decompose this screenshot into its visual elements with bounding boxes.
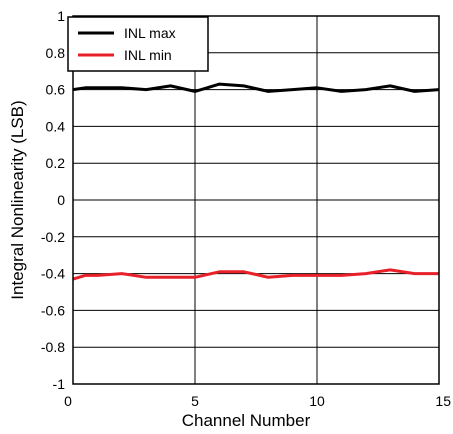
legend-label-inl-max: INL max [124, 25, 176, 41]
x-tick-label: 15 [435, 393, 451, 409]
y-tick-label: -0.2 [41, 229, 65, 245]
legend-label-inl-min: INL min [124, 47, 172, 63]
x-tick-label: 5 [191, 393, 199, 409]
y-tick-label: 1 [57, 8, 65, 24]
y-tick-label: 0.4 [46, 118, 66, 134]
legend-box [67, 16, 209, 72]
y-tick-label: 0 [57, 192, 65, 208]
plot-frame [72, 15, 440, 385]
x-tick-label: 0 [64, 393, 72, 409]
x-tick-labels: 0 5 10 15 [64, 393, 451, 409]
series-line-inl-min [72, 268, 439, 281]
y-axis-title: Integral Nonlinearity (LSB) [8, 100, 27, 299]
y-tick-label: 0.6 [46, 82, 66, 98]
legend: INL max INL min [67, 16, 209, 72]
series-lines [72, 82, 440, 281]
series-line-inl-max [72, 82, 440, 93]
x-axis-title: Channel Number [182, 411, 311, 430]
y-tick-label: 0.2 [46, 155, 66, 171]
y-tick-label: -0.6 [41, 302, 65, 318]
y-tick-label: 0.8 [46, 45, 66, 61]
y-tick-label: -0.8 [41, 339, 65, 355]
y-tick-label: -1 [53, 376, 66, 392]
x-tick-label: 10 [309, 393, 325, 409]
y-tick-labels: 1 0.8 0.6 0.4 0.2 0 -0.2 -0.4 -0.6 -0.8 -1 [41, 8, 65, 392]
y-tick-label: -0.4 [41, 266, 65, 282]
